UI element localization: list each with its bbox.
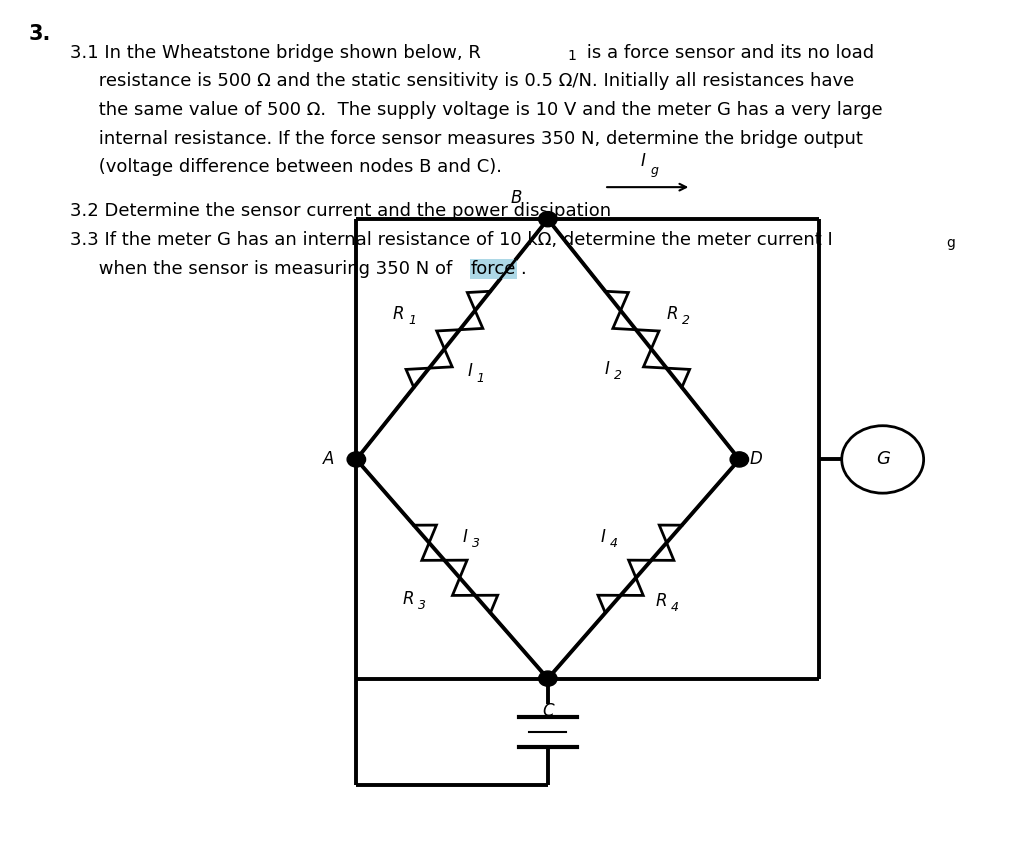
Text: g: g xyxy=(946,236,955,250)
Circle shape xyxy=(539,212,557,227)
Text: 3.: 3. xyxy=(29,24,51,44)
Text: R: R xyxy=(656,592,668,610)
Text: 2: 2 xyxy=(682,314,689,327)
Text: 3.2 Determine the sensor current and the power dissipation: 3.2 Determine the sensor current and the… xyxy=(70,202,610,220)
Text: I: I xyxy=(640,153,645,170)
Text: I: I xyxy=(463,528,467,546)
Text: 4: 4 xyxy=(610,537,617,550)
Text: the same value of 500 Ω.  The supply voltage is 10 V and the meter G has a very : the same value of 500 Ω. The supply volt… xyxy=(70,101,883,119)
Text: 3: 3 xyxy=(471,537,479,550)
Circle shape xyxy=(539,671,557,686)
Text: 4: 4 xyxy=(672,601,679,615)
Text: D: D xyxy=(750,450,762,469)
Text: 1: 1 xyxy=(408,314,416,327)
Text: R: R xyxy=(403,589,415,608)
Text: 3.1 In the Wheatstone bridge shown below, R: 3.1 In the Wheatstone bridge shown below… xyxy=(70,44,480,62)
Text: I: I xyxy=(604,360,609,378)
Text: C: C xyxy=(542,702,554,720)
Text: force: force xyxy=(471,260,516,277)
Text: .: . xyxy=(520,260,526,277)
Text: 2: 2 xyxy=(614,369,622,382)
Text: R: R xyxy=(393,305,404,323)
Circle shape xyxy=(347,452,366,467)
Text: B: B xyxy=(511,189,522,207)
Text: R: R xyxy=(667,305,678,323)
Text: 1: 1 xyxy=(477,372,484,384)
Text: resistance is 500 Ω and the static sensitivity is 0.5 Ω/N. Initially all resista: resistance is 500 Ω and the static sensi… xyxy=(70,72,854,90)
Text: 1: 1 xyxy=(567,49,577,63)
Text: I: I xyxy=(467,362,472,380)
Text: G: G xyxy=(876,450,890,469)
Text: internal resistance. If the force sensor measures 350 N, determine the bridge ou: internal resistance. If the force sensor… xyxy=(70,130,862,148)
Text: g: g xyxy=(651,164,658,177)
Text: 3.3 If the meter G has an internal resistance of 10 kΩ, determine the meter curr: 3.3 If the meter G has an internal resis… xyxy=(70,231,833,249)
Text: 3: 3 xyxy=(418,599,426,612)
Text: is a force sensor and its no load: is a force sensor and its no load xyxy=(581,44,873,62)
Circle shape xyxy=(730,452,749,467)
Text: when the sensor is measuring 350 N of: when the sensor is measuring 350 N of xyxy=(70,260,458,277)
Text: (voltage difference between nodes B and C).: (voltage difference between nodes B and … xyxy=(70,158,502,176)
Text: I: I xyxy=(600,528,605,546)
Text: A: A xyxy=(323,450,334,469)
